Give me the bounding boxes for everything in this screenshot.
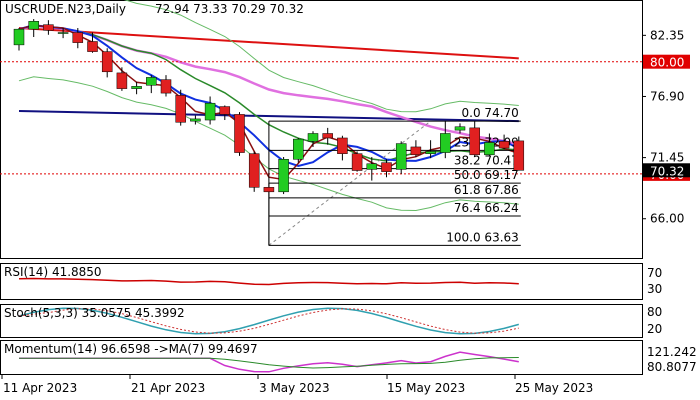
- candle-body: [322, 133, 333, 139]
- candle-body: [263, 187, 275, 193]
- date-label-1: 11 Apr 2023: [3, 381, 77, 395]
- candle-body: [131, 86, 142, 89]
- momentum-level-high: 121.242: [647, 345, 697, 359]
- candle-body: [101, 51, 113, 73]
- candle-body: [175, 95, 186, 123]
- candle-body: [454, 126, 466, 131]
- candle-body: [337, 137, 348, 154]
- price-panel-frame: [0, 0, 643, 259]
- fib-level-label: 0.0 74.70: [462, 106, 519, 120]
- candle-body: [293, 138, 304, 160]
- rsi-label: RSI(14) 41.8850: [4, 265, 102, 279]
- fib-level-label: 38.2 70.47: [454, 154, 519, 168]
- candle-body: [307, 133, 319, 142]
- price-tick-label: 76.90: [650, 89, 684, 103]
- candle-body: [498, 141, 510, 149]
- indicator-lines: [18, 277, 519, 373]
- price-tick-label: 66.00: [650, 212, 684, 226]
- rsi-line: [18, 277, 519, 286]
- candle-body: [469, 127, 480, 156]
- rsi-level-30: 30: [647, 282, 662, 296]
- fib-level-label: 76.4 66.24: [454, 201, 519, 215]
- ohlc-readout: 72.94 73.33 70.29 70.32: [155, 2, 304, 16]
- ma-long-1: [18, 27, 519, 60]
- candle-body: [234, 114, 245, 153]
- fib-trend-line: [268, 120, 431, 246]
- candle-body: [57, 32, 69, 34]
- candle-body: [278, 159, 289, 193]
- momentum-label: Momentum(14) 96.6598 ->MA(7) 99.4697: [4, 342, 258, 356]
- candle-body: [381, 162, 392, 172]
- candle-body: [513, 140, 525, 171]
- candle-body: [351, 153, 363, 171]
- price-badge: [643, 163, 690, 178]
- rsi-level-70: 70: [647, 266, 662, 280]
- candles: [13, 19, 525, 246]
- stoch-k-line: [18, 307, 519, 335]
- candle-body: [440, 133, 451, 153]
- stoch-level-80: 80: [647, 305, 662, 319]
- fib-level-label: 100.0 63.63: [446, 230, 519, 244]
- stoch-label: Stoch(5,3,3) 35.0575 45.3992: [4, 306, 185, 320]
- candle-body: [219, 106, 231, 115]
- candle-body: [146, 77, 157, 86]
- momentum-level-low: 80.8077: [647, 360, 697, 374]
- price-tick-label: 82.35: [650, 28, 684, 42]
- symbol-title: USCRUDE.N23,Daily: [5, 2, 126, 16]
- candle-body: [87, 41, 98, 52]
- price-tick-label: 71.45: [650, 151, 684, 165]
- candle-body: [43, 24, 54, 31]
- momentum-ma-line: [19, 357, 519, 369]
- candle-body: [410, 146, 422, 156]
- candle-body: [190, 118, 201, 122]
- bollinger-upper: [123, 0, 519, 113]
- date-label-2: 21 Apr 2023: [131, 381, 205, 395]
- price-badge: [643, 54, 690, 69]
- date-label-3: 3 May 2023: [259, 381, 330, 395]
- candle-body: [248, 153, 260, 188]
- stoch-d-line: [18, 308, 519, 334]
- candle-body: [204, 102, 216, 121]
- candle-body: [160, 79, 172, 94]
- ma-long-0: [18, 110, 519, 123]
- date-label-5: 25 May 2023: [515, 381, 593, 395]
- price-badge-label: 80.00: [650, 56, 684, 70]
- candle-body: [116, 72, 128, 89]
- stoch-level-20: 20: [647, 322, 662, 336]
- candle-body: [484, 142, 495, 156]
- rsi-panel-frame: [0, 263, 643, 300]
- stoch-panel-frame: [0, 304, 643, 338]
- candle-body: [72, 32, 84, 43]
- fib-level-label: 50.0 69.17: [454, 168, 519, 182]
- date-label-4: 15 May 2023: [387, 381, 465, 395]
- candle-body: [395, 143, 407, 170]
- candle-body: [13, 28, 25, 46]
- candle-body: [28, 21, 39, 30]
- candle-body: [425, 151, 436, 154]
- candle-body: [366, 163, 378, 170]
- fib-level-label: 61.8 67.86: [454, 183, 519, 197]
- price-badge-label: 70.32: [650, 164, 684, 178]
- momentum-panel-frame: [0, 340, 643, 375]
